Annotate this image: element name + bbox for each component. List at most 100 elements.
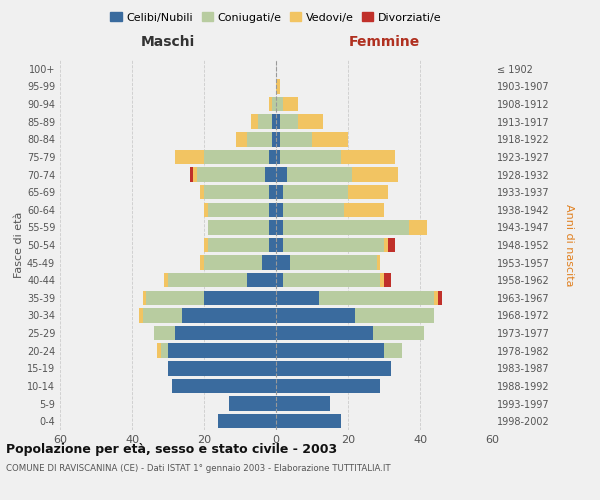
Bar	[298, 114, 323, 129]
Bar	[384, 273, 391, 287]
Bar	[218, 414, 276, 428]
Bar	[200, 185, 204, 200]
Bar	[208, 202, 269, 217]
Bar	[276, 308, 355, 322]
Bar	[161, 344, 168, 358]
Bar	[172, 378, 276, 393]
Bar	[283, 185, 348, 200]
Y-axis label: Anni di nascita: Anni di nascita	[563, 204, 574, 286]
Bar	[204, 238, 208, 252]
Bar	[276, 238, 283, 252]
Bar	[157, 344, 161, 358]
Legend: Celibi/Nubili, Coniugati/e, Vedovi/e, Divorziati/e: Celibi/Nubili, Coniugati/e, Vedovi/e, Di…	[106, 8, 446, 27]
Bar	[269, 220, 276, 234]
Bar	[143, 290, 146, 305]
Bar	[269, 185, 276, 200]
Bar	[283, 238, 384, 252]
Bar	[276, 290, 319, 305]
Bar	[190, 168, 193, 181]
Bar	[276, 256, 290, 270]
Bar	[280, 114, 298, 129]
Bar	[164, 273, 168, 287]
Text: Maschi: Maschi	[141, 36, 195, 50]
Bar	[276, 414, 341, 428]
Bar	[204, 290, 276, 305]
Bar	[272, 132, 276, 146]
Bar	[287, 168, 352, 181]
Bar	[193, 168, 197, 181]
Bar	[276, 344, 384, 358]
Bar	[380, 273, 384, 287]
Bar	[348, 185, 388, 200]
Bar	[272, 97, 276, 112]
Bar	[269, 150, 276, 164]
Bar	[182, 308, 276, 322]
Bar	[290, 256, 377, 270]
Bar	[276, 326, 373, 340]
Bar	[265, 168, 276, 181]
Bar	[229, 396, 276, 411]
Bar	[276, 202, 283, 217]
Bar	[208, 220, 269, 234]
Bar	[204, 256, 262, 270]
Bar	[272, 114, 276, 129]
Text: Popolazione per età, sesso e stato civile - 2003: Popolazione per età, sesso e stato civil…	[6, 442, 337, 456]
Bar	[355, 308, 434, 322]
Text: Femmine: Femmine	[349, 36, 419, 50]
Bar	[139, 308, 143, 322]
Bar	[258, 114, 272, 129]
Bar	[384, 238, 388, 252]
Bar	[168, 344, 276, 358]
Bar	[283, 220, 409, 234]
Bar	[276, 185, 283, 200]
Bar	[276, 168, 287, 181]
Bar	[175, 150, 204, 164]
Bar	[438, 290, 442, 305]
Bar	[236, 132, 247, 146]
Bar	[276, 150, 280, 164]
Bar	[208, 238, 269, 252]
Bar	[247, 132, 272, 146]
Bar	[197, 168, 265, 181]
Bar	[344, 202, 384, 217]
Bar	[276, 79, 280, 94]
Bar	[262, 256, 276, 270]
Bar	[377, 256, 380, 270]
Bar	[319, 290, 434, 305]
Bar	[409, 220, 427, 234]
Bar	[146, 290, 204, 305]
Bar	[168, 273, 247, 287]
Bar	[269, 97, 272, 112]
Bar	[276, 361, 391, 376]
Bar	[312, 132, 348, 146]
Bar	[373, 326, 424, 340]
Bar	[269, 238, 276, 252]
Bar	[276, 220, 283, 234]
Bar	[341, 150, 395, 164]
Bar	[384, 344, 402, 358]
Bar	[204, 150, 269, 164]
Bar	[204, 185, 269, 200]
Bar	[204, 202, 208, 217]
Bar	[280, 132, 312, 146]
Bar	[175, 326, 276, 340]
Text: COMUNE DI RAVISCANINA (CE) - Dati ISTAT 1° gennaio 2003 - Elaborazione TUTTITALI: COMUNE DI RAVISCANINA (CE) - Dati ISTAT …	[6, 464, 391, 473]
Bar	[247, 273, 276, 287]
Bar	[200, 256, 204, 270]
Bar	[276, 396, 330, 411]
Bar	[352, 168, 398, 181]
Bar	[276, 378, 380, 393]
Bar	[168, 361, 276, 376]
Bar	[154, 326, 175, 340]
Bar	[276, 273, 283, 287]
Bar	[276, 97, 283, 112]
Bar	[280, 150, 341, 164]
Bar	[251, 114, 258, 129]
Bar	[276, 114, 280, 129]
Y-axis label: Fasce di età: Fasce di età	[14, 212, 24, 278]
Bar	[283, 273, 380, 287]
Bar	[276, 132, 280, 146]
Bar	[269, 202, 276, 217]
Bar	[143, 308, 182, 322]
Bar	[388, 238, 395, 252]
